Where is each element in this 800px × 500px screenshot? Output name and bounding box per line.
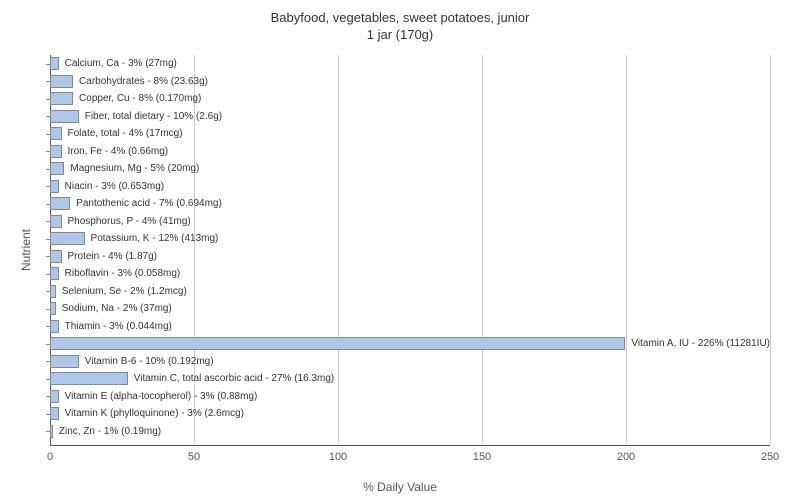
gridline [770,55,771,445]
x-axis-label: % Daily Value [363,480,437,494]
x-tick-label: 100 [329,451,347,463]
bar-row: Protein - 4% (1.87g) [50,248,770,266]
bar-row: Niacin - 3% (0.653mg) [50,178,770,196]
bar [50,407,59,420]
x-tick-label: 150 [473,451,491,463]
bar [50,232,85,245]
bar-label: Sodium, Na - 2% (37mg) [62,303,172,314]
bar-label: Magnesium, Mg - 5% (20mg) [70,163,199,174]
bar-label: Pantothenic acid - 7% (0.694mg) [76,198,222,209]
chart-title: Babyfood, vegetables, sweet potatoes, ju… [0,0,800,44]
bar-row: Carbohydrates - 8% (23.63g) [50,73,770,91]
bar-label: Protein - 4% (1.87g) [68,251,158,262]
bar-row: Sodium, Na - 2% (37mg) [50,300,770,318]
bar [50,390,59,403]
bar-label: Iron, Fe - 4% (0.66mg) [68,146,169,157]
bar-row: Vitamin C, total ascorbic acid - 27% (16… [50,370,770,388]
bar-label: Fiber, total dietary - 10% (2.6g) [85,111,222,122]
title-line-1: Babyfood, vegetables, sweet potatoes, ju… [0,10,800,27]
bar-label: Calcium, Ca - 3% (27mg) [65,58,177,69]
bar-row: Copper, Cu - 8% (0.170mg) [50,90,770,108]
bar [50,302,56,315]
bar [50,337,625,350]
x-tick-label: 200 [617,451,635,463]
bar-row: Calcium, Ca - 3% (27mg) [50,55,770,73]
bar [50,355,79,368]
bar-label: Vitamin E (alpha-tocopherol) - 3% (0.88m… [65,391,258,402]
bar-row: Phosphorus, P - 4% (41mg) [50,213,770,231]
bar [50,180,59,193]
x-tick-label: 50 [188,451,200,463]
bar-row: Vitamin E (alpha-tocopherol) - 3% (0.88m… [50,388,770,406]
bar-row: Vitamin B-6 - 10% (0.192mg) [50,353,770,371]
y-axis-label: Nutrient [19,229,33,271]
bar-row: Riboflavin - 3% (0.058mg) [50,265,770,283]
bar-label: Carbohydrates - 8% (23.63g) [79,76,208,87]
bar-label: Copper, Cu - 8% (0.170mg) [79,93,201,104]
x-axis-line [50,445,770,446]
bar [50,162,64,175]
bar [50,92,73,105]
bar-label: Phosphorus, P - 4% (41mg) [68,216,191,227]
bar-row: Potassium, K - 12% (413mg) [50,230,770,248]
bar [50,267,59,280]
bar [50,127,62,140]
bar [50,425,53,438]
bar [50,320,59,333]
bar-row: Folate, total - 4% (17mcg) [50,125,770,143]
bar [50,285,56,298]
bar-label: Potassium, K - 12% (413mg) [91,233,219,244]
bar-label: Niacin - 3% (0.653mg) [65,181,164,192]
bar-row: Pantothenic acid - 7% (0.694mg) [50,195,770,213]
bar-label: Vitamin A, IU - 226% (11281IU) [631,338,770,349]
bar [50,145,62,158]
bar [50,57,59,70]
bar-row: Vitamin A, IU - 226% (11281IU) [50,335,770,353]
bar-row: Zinc, Zn - 1% (0.19mg) [50,423,770,441]
bar [50,197,70,210]
bar-row: Magnesium, Mg - 5% (20mg) [50,160,770,178]
bar-label: Thiamin - 3% (0.044mg) [65,321,172,332]
bar [50,250,62,263]
bar-label: Vitamin C, total ascorbic acid - 27% (16… [134,373,334,384]
title-line-2: 1 jar (170g) [0,27,800,44]
bar [50,75,73,88]
bar-label: Folate, total - 4% (17mcg) [68,128,183,139]
x-tick-label: 250 [761,451,779,463]
nutrition-chart: Babyfood, vegetables, sweet potatoes, ju… [0,0,800,500]
bar-row: Iron, Fe - 4% (0.66mg) [50,143,770,161]
bar-row: Thiamin - 3% (0.044mg) [50,318,770,336]
bar-label: Selenium, Se - 2% (1.2mcg) [62,286,187,297]
bar [50,215,62,228]
bar-label: Zinc, Zn - 1% (0.19mg) [59,426,161,437]
bar-label: Riboflavin - 3% (0.058mg) [65,268,181,279]
bar-row: Selenium, Se - 2% (1.2mcg) [50,283,770,301]
bar-row: Vitamin K (phylloquinone) - 3% (2.6mcg) [50,405,770,423]
x-tick-label: 0 [47,451,53,463]
bars-region: Calcium, Ca - 3% (27mg) Carbohydrates - 8… [50,55,770,445]
bar-label: Vitamin B-6 - 10% (0.192mg) [85,356,214,367]
bar-label: Vitamin K (phylloquinone) - 3% (2.6mcg) [65,408,244,419]
bar [50,372,128,385]
bar [50,110,79,123]
bar-row: Fiber, total dietary - 10% (2.6g) [50,108,770,126]
